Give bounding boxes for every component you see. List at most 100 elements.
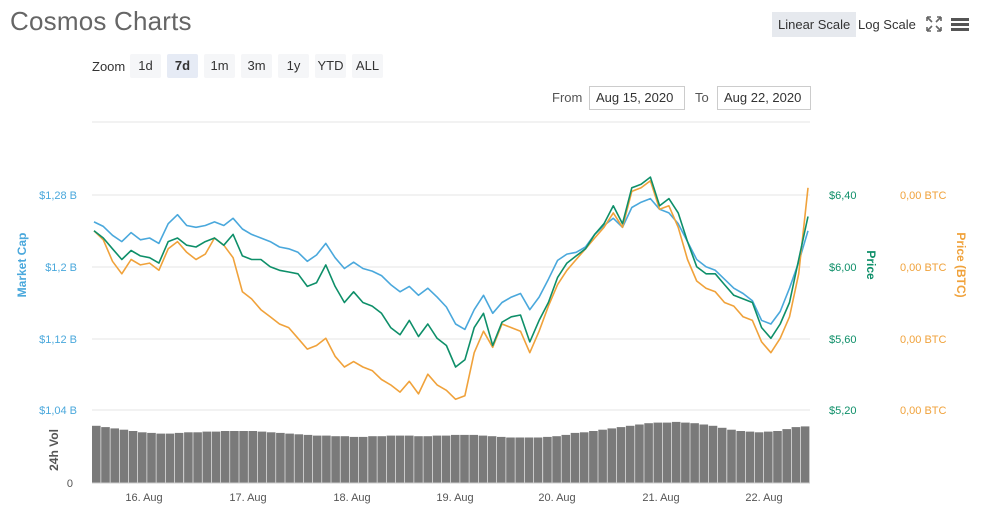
volume-bar bbox=[92, 425, 101, 483]
volume-bar bbox=[451, 434, 460, 483]
fullscreen-icon[interactable] bbox=[924, 14, 944, 34]
volume-bar bbox=[119, 429, 129, 483]
volume-bar bbox=[625, 425, 635, 483]
volume-bar bbox=[138, 432, 147, 483]
volume-bar bbox=[331, 436, 340, 483]
volume-bar bbox=[764, 431, 773, 483]
volume-bar bbox=[432, 435, 442, 483]
grid-lines bbox=[92, 121, 810, 411]
volume-bar bbox=[414, 436, 423, 483]
price-tick-label: $5,60 bbox=[829, 334, 857, 346]
volume-bar bbox=[395, 435, 405, 483]
x-tick-label: 19. Aug bbox=[436, 492, 473, 504]
volume-bar bbox=[174, 432, 184, 483]
volume-bar bbox=[184, 432, 193, 483]
volume-bar bbox=[230, 431, 239, 483]
page-title: Cosmos Charts bbox=[10, 6, 192, 36]
x-tick-label: 22. Aug bbox=[745, 492, 782, 504]
left-axis-title: Market Cap bbox=[15, 233, 29, 298]
volume-bar bbox=[524, 437, 534, 483]
volume-bar bbox=[754, 432, 764, 483]
volume-bar bbox=[285, 433, 294, 483]
x-tick-label: 17. Aug bbox=[229, 492, 266, 504]
zoom-1d-button[interactable]: 1d bbox=[130, 54, 161, 78]
zoom-3m-button[interactable]: 3m bbox=[241, 54, 272, 78]
volume-bar bbox=[156, 433, 165, 483]
volume-bar bbox=[662, 422, 672, 484]
volume-bar bbox=[322, 435, 331, 483]
zoom-all-button[interactable]: ALL bbox=[352, 54, 383, 78]
volume-bar bbox=[671, 421, 681, 483]
volume-bar bbox=[800, 426, 810, 483]
price-tick-label: $5,20 bbox=[829, 405, 857, 417]
zoom-1y-button[interactable]: 1y bbox=[278, 54, 309, 78]
volume-bar bbox=[423, 436, 432, 483]
volume-bar bbox=[294, 434, 304, 484]
volume-bar bbox=[487, 436, 497, 483]
volume-bar bbox=[635, 424, 644, 483]
volume-bar bbox=[386, 435, 396, 483]
volume-bar bbox=[589, 431, 598, 483]
log-scale-button[interactable]: Log Scale bbox=[858, 17, 916, 32]
volume-bar bbox=[717, 427, 727, 484]
linear-scale-button[interactable]: Linear Scale bbox=[772, 12, 857, 37]
volume-bar bbox=[681, 422, 690, 484]
volume-bar bbox=[570, 432, 580, 483]
volume-bar bbox=[266, 432, 276, 483]
volume-bar bbox=[405, 435, 414, 483]
left-tick-label: $1,12 B bbox=[39, 334, 77, 346]
btc-axis-title: Price (BTC) bbox=[954, 232, 968, 297]
volume-bar bbox=[727, 429, 736, 483]
volume-bar bbox=[110, 428, 119, 483]
from-label: From bbox=[552, 90, 583, 105]
price-axis-title: Price bbox=[864, 250, 878, 280]
left-tick-label: $1,04 B bbox=[39, 405, 77, 417]
price-line bbox=[93, 176, 809, 368]
btc-tick-label: 0,00 BTC bbox=[900, 405, 947, 417]
zoom-1m-button[interactable]: 1m bbox=[204, 54, 235, 78]
from-date-input[interactable]: Aug 15, 2020 bbox=[589, 86, 685, 110]
axes: $1,28 B $1,2 B $1,12 B $1,04 B $6,40 $6,00 $5,… bbox=[15, 190, 968, 504]
volume-bar bbox=[220, 431, 230, 483]
volume-bar bbox=[248, 431, 258, 483]
volume-bar bbox=[147, 432, 156, 483]
btc-tick-label: 0,00 BTC bbox=[900, 190, 947, 202]
volume-bar bbox=[257, 431, 267, 483]
volume-bar bbox=[699, 424, 709, 483]
to-label: To bbox=[695, 90, 709, 105]
volume-bar bbox=[616, 427, 626, 483]
price-lines bbox=[93, 176, 809, 401]
volume-bar bbox=[239, 431, 248, 483]
volume-bar bbox=[745, 431, 755, 483]
volume-bar bbox=[202, 431, 212, 483]
zoom-7d-button[interactable]: 7d bbox=[167, 54, 198, 78]
volume-bar bbox=[303, 434, 313, 483]
volume-bars bbox=[92, 421, 810, 484]
x-tick-label: 18. Aug bbox=[333, 492, 370, 504]
to-date-input[interactable]: Aug 22, 2020 bbox=[717, 86, 811, 110]
price-btc-line bbox=[93, 179, 809, 401]
volume-axis-title: 24h Vol bbox=[47, 429, 61, 471]
volume-bar bbox=[276, 432, 285, 483]
volume-bar bbox=[653, 422, 663, 484]
menu-icon[interactable] bbox=[950, 14, 970, 34]
market-cap-line bbox=[93, 197, 809, 331]
zoom-label: Zoom bbox=[92, 59, 126, 74]
volume-bar bbox=[552, 436, 561, 483]
volume-bar bbox=[312, 435, 322, 483]
volume-bar bbox=[782, 429, 791, 483]
volume-bar bbox=[533, 437, 543, 483]
volume-bar bbox=[460, 434, 469, 483]
zoom-ytd-button[interactable]: YTD bbox=[315, 54, 346, 78]
volume-bar bbox=[736, 431, 745, 483]
volume-bar bbox=[607, 428, 617, 483]
volume-bar bbox=[543, 436, 552, 483]
left-tick-label: $1,2 B bbox=[45, 262, 77, 274]
volume-bar bbox=[441, 435, 451, 483]
volume-bar bbox=[211, 431, 221, 483]
volume-bar bbox=[644, 423, 653, 483]
price-tick-label: $6,40 bbox=[829, 190, 857, 202]
volume-bar bbox=[708, 425, 718, 483]
volume-bar bbox=[193, 432, 202, 483]
volume-bar bbox=[368, 436, 377, 483]
